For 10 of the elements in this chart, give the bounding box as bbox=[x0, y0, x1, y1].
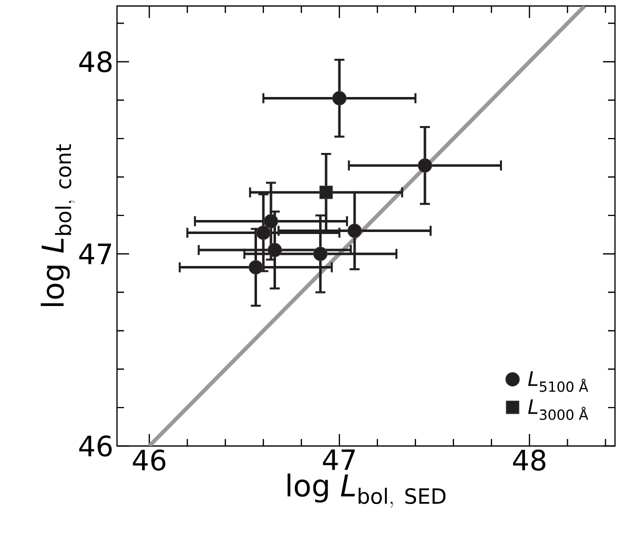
x-tick-label: 46 bbox=[132, 450, 166, 471]
y-tick-label: 48 bbox=[79, 51, 112, 72]
x-tick-label: 48 bbox=[513, 450, 546, 471]
y-tick-label: 46 bbox=[79, 435, 112, 457]
legend-label: L$_{3000 Å}$ bbox=[528, 399, 588, 420]
x-tick-label: 47 bbox=[322, 450, 355, 470]
x-axis-title: $\mathrm{log}\ \mathit{L}_{\mathrm{bol,\ SED}}$ bbox=[288, 474, 446, 508]
legend-label: L$_{5100 Å}$ bbox=[528, 371, 588, 392]
y-tick-label: 47 bbox=[79, 244, 112, 264]
y-axis-title: $\mathrm{log}\ \mathit{L}_{\mathrm{bol,\ cont}}$ bbox=[40, 144, 75, 306]
